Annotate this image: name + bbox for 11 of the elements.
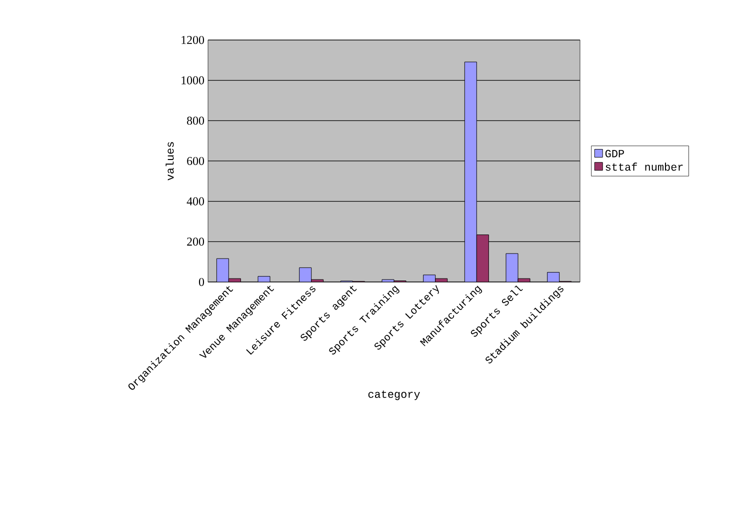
legend-label: GDP xyxy=(605,150,624,158)
y-tick-label: 400 xyxy=(186,197,204,206)
y-axis-title: values xyxy=(166,142,174,180)
y-tick-label: 1200 xyxy=(182,36,204,44)
y-tick-label: 800 xyxy=(187,116,204,125)
x-axis-title: category xyxy=(368,390,420,400)
y-tick-label: 600 xyxy=(187,156,204,166)
legend-label: sttaf number xyxy=(606,162,683,171)
y-tick-label: 200 xyxy=(187,238,204,246)
y-tick-label: 1000 xyxy=(182,76,204,84)
y-tick-label: 0 xyxy=(198,278,204,286)
